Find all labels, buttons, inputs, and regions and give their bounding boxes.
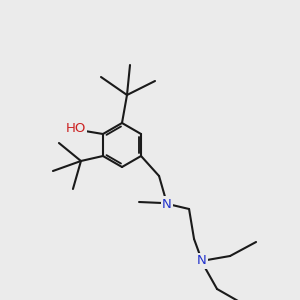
Text: N: N (197, 254, 207, 268)
Text: N: N (162, 197, 172, 211)
Text: HO: HO (66, 122, 86, 136)
